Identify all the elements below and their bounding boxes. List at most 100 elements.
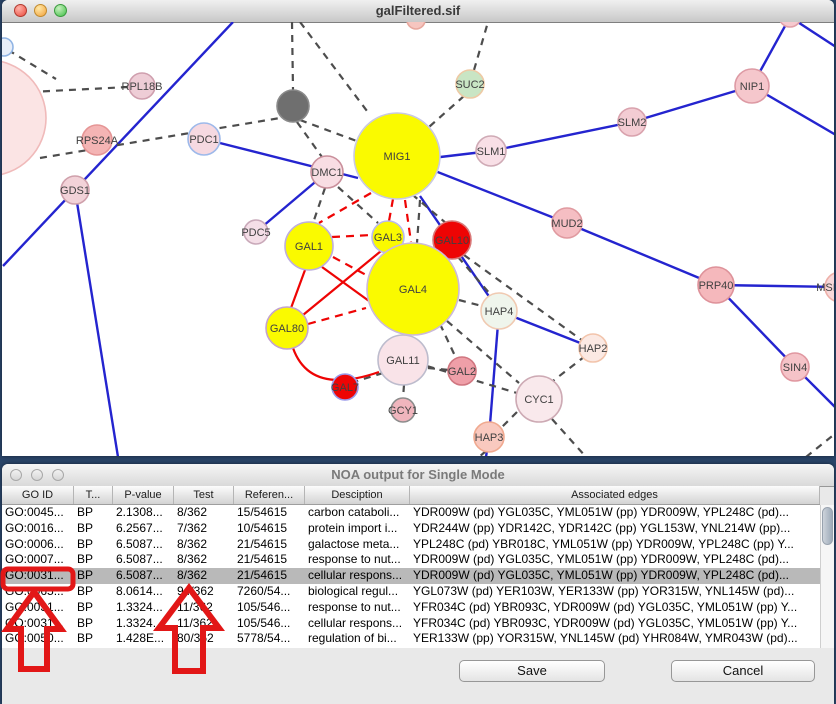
network-node-mig1[interactable] bbox=[353, 112, 441, 200]
network-edge[interactable] bbox=[566, 221, 717, 287]
table-row[interactable]: GO:0016... BP 6.2567... 7/362 10/54615 protei… bbox=[2, 520, 820, 537]
network-node-nip1[interactable] bbox=[734, 68, 770, 104]
table-row[interactable]: GO:0045... BP 2.1308... 8/362 15/54615 carbon… bbox=[2, 505, 820, 521]
scrollbar-thumb[interactable] bbox=[822, 507, 833, 545]
network-edge[interactable] bbox=[458, 298, 483, 308]
cancel-button[interactable]: Cancel bbox=[671, 660, 815, 682]
table-row[interactable]: GO:0006... BP 6.5087... 8/362 21/54615 galact… bbox=[2, 536, 820, 553]
network-node-gds1[interactable] bbox=[60, 175, 90, 205]
network-node-hap4[interactable] bbox=[480, 292, 518, 330]
network-edge[interactable] bbox=[318, 192, 372, 224]
network-edge[interactable] bbox=[790, 22, 834, 48]
network-node-pdc1[interactable] bbox=[187, 122, 221, 156]
network-node-gal2[interactable] bbox=[447, 356, 477, 386]
network-edge[interactable] bbox=[291, 347, 380, 382]
network-node-gal11[interactable] bbox=[377, 334, 429, 386]
close-button[interactable] bbox=[14, 4, 27, 17]
network-edge[interactable] bbox=[387, 198, 395, 222]
network-edge[interactable] bbox=[337, 186, 379, 224]
network-node-dmc1[interactable] bbox=[310, 155, 344, 189]
network-node-sin4[interactable] bbox=[780, 352, 810, 382]
network-edge[interactable] bbox=[715, 284, 796, 368]
network-node-rpl18b[interactable] bbox=[128, 72, 156, 100]
network-node-suc2[interactable] bbox=[455, 69, 485, 99]
network-node[interactable] bbox=[2, 60, 47, 176]
network-edge[interactable] bbox=[332, 256, 369, 277]
network-edge[interactable] bbox=[321, 266, 370, 302]
column-header-3[interactable]: Test bbox=[174, 486, 234, 504]
table-row[interactable]: GO:0065... BP 8.0614... 94/362 7260/54... bio… bbox=[2, 583, 820, 600]
network-edge[interactable] bbox=[472, 22, 490, 71]
network-node[interactable] bbox=[406, 22, 426, 30]
network-edge[interactable] bbox=[7, 49, 57, 80]
network-edge[interactable] bbox=[439, 323, 457, 359]
network-node-msi[interactable] bbox=[824, 272, 834, 302]
network-edge[interactable] bbox=[403, 199, 413, 243]
network-node-gal1[interactable] bbox=[284, 221, 334, 271]
network-node-gcy1[interactable] bbox=[390, 397, 416, 423]
network-edge[interactable] bbox=[302, 250, 382, 316]
network-node-gal4[interactable] bbox=[366, 242, 460, 336]
minimize-button[interactable] bbox=[34, 4, 47, 17]
network-edge[interactable] bbox=[548, 356, 585, 385]
graph-window-titlebar[interactable]: galFiltered.sif bbox=[2, 0, 834, 23]
network-node-prp40[interactable] bbox=[697, 266, 735, 304]
column-header-1[interactable]: T... bbox=[74, 486, 113, 504]
network-edge[interactable] bbox=[39, 116, 281, 160]
minimize-button[interactable] bbox=[31, 469, 43, 481]
network-node-gal80[interactable] bbox=[265, 306, 309, 350]
save-button[interactable]: Save bbox=[459, 660, 605, 682]
noa-window-titlebar[interactable]: NOA output for Single Mode bbox=[2, 464, 834, 487]
table-row[interactable]: GO:0050... BP 1.428E... 80/362 5778/54... reg… bbox=[2, 631, 820, 648]
zoom-button[interactable] bbox=[54, 4, 67, 17]
network-node-cyc1[interactable] bbox=[515, 375, 563, 423]
network-edge[interactable] bbox=[415, 199, 422, 244]
network-edge[interactable] bbox=[299, 118, 363, 145]
network-edge[interactable] bbox=[356, 371, 384, 383]
network-edge[interactable] bbox=[805, 433, 834, 456]
table-row[interactable]: GO:0031... BP 6.5087... 8/362 21/54615 cellul… bbox=[2, 568, 820, 584]
network-edge[interactable] bbox=[631, 84, 753, 124]
network-edge[interactable] bbox=[307, 306, 367, 326]
column-header-4[interactable]: Referen... bbox=[234, 486, 305, 504]
network-edge[interactable] bbox=[73, 189, 120, 456]
column-header-0[interactable]: GO ID bbox=[2, 486, 74, 504]
network-canvas[interactable]: RPL18B RPS24A GDS1 PDC1 SUC2 MIG1 DMC1 SLM1 SLM2… bbox=[2, 22, 834, 456]
network-edge[interactable] bbox=[299, 22, 371, 116]
network-edge[interactable] bbox=[428, 95, 465, 128]
network-edge[interactable] bbox=[29, 85, 130, 94]
network-edge[interactable] bbox=[490, 120, 633, 153]
close-button[interactable] bbox=[10, 469, 22, 481]
network-node[interactable] bbox=[779, 22, 801, 28]
network-edge[interactable] bbox=[427, 366, 450, 372]
network-node-slm2[interactable] bbox=[617, 107, 647, 137]
vertical-scrollbar[interactable] bbox=[820, 505, 834, 648]
network-node-hap2[interactable] bbox=[578, 333, 608, 363]
network-edge[interactable] bbox=[401, 384, 406, 399]
network-node-mud2[interactable] bbox=[551, 207, 583, 239]
network-node-gal10[interactable] bbox=[432, 220, 472, 260]
network-edge[interactable] bbox=[551, 418, 587, 456]
network-edge[interactable] bbox=[715, 283, 834, 289]
network-node-slm1[interactable] bbox=[475, 135, 507, 167]
network-edge[interactable] bbox=[290, 22, 295, 91]
network-edge[interactable] bbox=[289, 269, 307, 309]
network-edge[interactable] bbox=[487, 310, 501, 438]
table-row[interactable]: GO:0007... BP 6.5087... 8/362 21/54615 respon… bbox=[2, 552, 820, 569]
column-header-2[interactable]: P-value bbox=[113, 486, 174, 504]
network-edge[interactable] bbox=[426, 364, 518, 395]
network-edge[interactable] bbox=[446, 320, 520, 384]
network-node[interactable] bbox=[2, 37, 14, 57]
column-header-5[interactable]: Desciption bbox=[305, 486, 410, 504]
network-node-pdc5[interactable] bbox=[243, 219, 269, 245]
table-row[interactable]: GO:0031... BP 1.3324... 11/362 105/546... cel… bbox=[2, 615, 820, 632]
network-node-gal7[interactable] bbox=[331, 373, 359, 401]
table-row[interactable]: GO:0031... BP 1.3324... 11/362 105/546... res… bbox=[2, 599, 820, 616]
network-edge[interactable] bbox=[463, 254, 584, 342]
network-edge[interactable] bbox=[500, 411, 518, 429]
column-header-6[interactable]: Associated edges bbox=[410, 486, 820, 504]
network-edge[interactable] bbox=[331, 233, 373, 239]
network-node-rps24a[interactable] bbox=[81, 124, 113, 156]
network-node[interactable] bbox=[276, 89, 310, 123]
network-node-hap3[interactable] bbox=[473, 421, 505, 453]
